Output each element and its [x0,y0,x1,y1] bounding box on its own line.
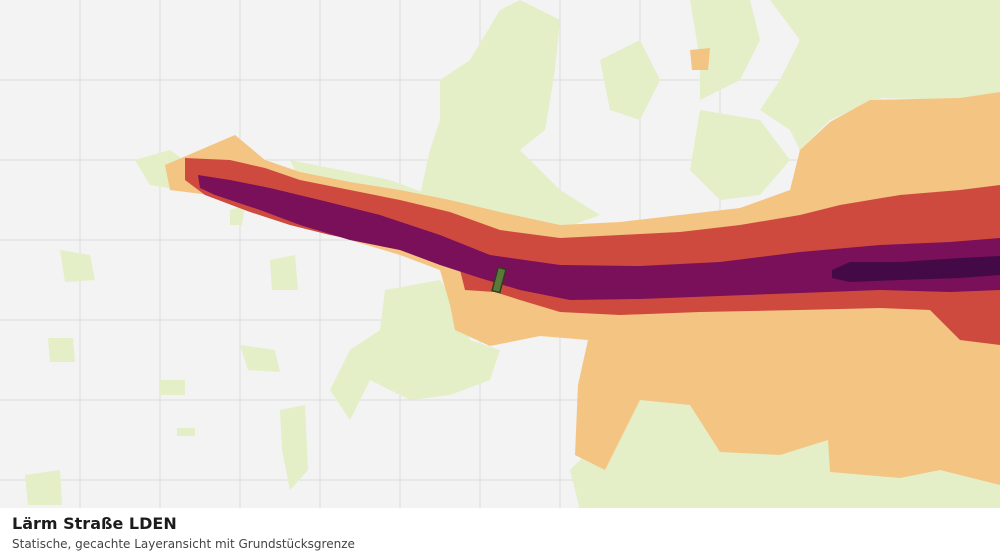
layer-title: Lärm Straße LDEN [12,514,177,533]
parcel-boundary [491,266,507,294]
layer-subtitle: Statische, gecachte Layeransicht mit Gru… [12,537,355,551]
noise-medium-patch [690,48,710,70]
noise-very-high [198,175,1000,300]
noise-high [185,158,1000,345]
legend-footer: Lärm Straße LDEN Statische, gecachte Lay… [0,508,1000,560]
noise-extreme [832,256,1000,282]
